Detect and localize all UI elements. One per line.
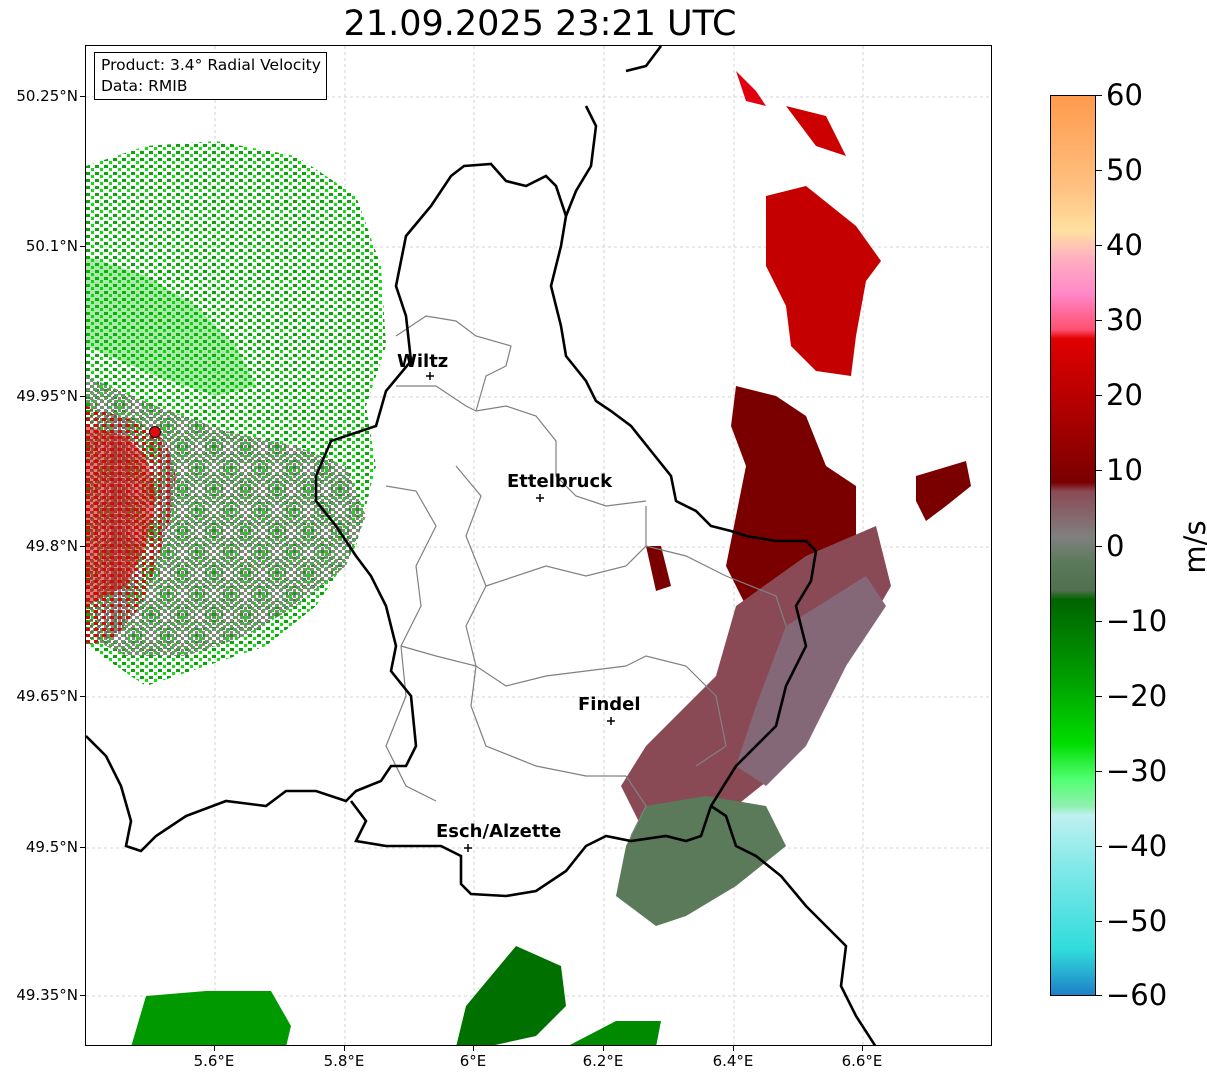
- lon-label: 6.2°E: [582, 1052, 624, 1070]
- lon-tick: [344, 1046, 345, 1051]
- colorbar-label: 50: [1106, 153, 1143, 187]
- colorbar-label: 30: [1106, 303, 1143, 337]
- lat-tick: [80, 246, 85, 247]
- colorbar-label: −40: [1106, 829, 1168, 863]
- colorbar-label: 60: [1106, 78, 1143, 112]
- lon-tick: [862, 1046, 863, 1051]
- colorbar-label: 0: [1106, 529, 1125, 563]
- city-label-esch: Esch/Alzette: [436, 821, 562, 842]
- lat-tick: [80, 396, 85, 397]
- velocity-colorbar: [1050, 95, 1096, 996]
- colorbar-label: −60: [1106, 978, 1168, 1012]
- colorbar-tick: [1096, 320, 1102, 321]
- lat-label: 49.95°N: [16, 387, 78, 405]
- colorbar-label: −10: [1106, 604, 1168, 638]
- lon-tick: [214, 1046, 215, 1051]
- radar-map-canvas: [86, 46, 991, 1045]
- lat-label: 50.25°N: [16, 87, 78, 105]
- colorbar-label: −30: [1106, 754, 1168, 788]
- colorbar-label: 20: [1106, 378, 1143, 412]
- colorbar-tick: [1096, 771, 1102, 772]
- colorbar-label: −20: [1106, 679, 1168, 713]
- lon-label: 6.4°E: [712, 1052, 754, 1070]
- lat-tick: [80, 995, 85, 996]
- colorbar-label: 10: [1106, 453, 1143, 487]
- map-title: 21.09.2025 23:21 UTC: [343, 4, 737, 44]
- lat-tick: [80, 96, 85, 97]
- city-label-ettelbruck: Ettelbruck: [507, 471, 613, 492]
- colorbar-tick: [1096, 95, 1102, 96]
- canton-boundaries: [385, 315, 787, 837]
- colorbar-tick: [1096, 921, 1102, 922]
- lon-tick: [603, 1046, 604, 1051]
- lon-label: 5.8°E: [323, 1052, 365, 1070]
- radar-echo-south: [131, 946, 661, 1045]
- colorbar-unit: m/s: [1178, 520, 1207, 574]
- colorbar-tick: [1096, 696, 1102, 697]
- lat-tick: [80, 546, 85, 547]
- colorbar-tick: [1096, 170, 1102, 171]
- country-borders: [86, 46, 877, 1045]
- colorbar-tick: [1096, 245, 1102, 246]
- lat-label: 49.65°N: [16, 687, 78, 705]
- colorbar-tick: [1096, 995, 1102, 996]
- lon-label: 6.6°E: [841, 1052, 883, 1070]
- lat-label: 49.5°N: [25, 838, 78, 856]
- colorbar-tick: [1096, 546, 1102, 547]
- colorbar-tick: [1096, 621, 1102, 622]
- data-source-line: Data: RMIB: [101, 77, 188, 95]
- product-info-box: Product: 3.4° Radial Velocity Data: RMIB: [94, 52, 327, 100]
- city-label-findel: Findel: [578, 694, 641, 715]
- lat-tick: [80, 847, 85, 848]
- lat-label: 49.8°N: [25, 537, 78, 555]
- colorbar-label: −50: [1106, 904, 1168, 938]
- radar-echo-east: [616, 71, 971, 926]
- radar-echo-west: [86, 141, 386, 686]
- colorbar-label: 40: [1106, 228, 1143, 262]
- colorbar-tick: [1096, 395, 1102, 396]
- colorbar-tick: [1096, 846, 1102, 847]
- lon-label: 6°E: [459, 1052, 487, 1070]
- lat-tick: [80, 696, 85, 697]
- lat-label: 49.35°N: [16, 986, 78, 1004]
- city-label-wiltz: Wiltz: [397, 351, 449, 372]
- city-markers: [426, 372, 615, 852]
- lon-tick: [473, 1046, 474, 1051]
- lon-tick: [733, 1046, 734, 1051]
- lon-label: 5.6°E: [193, 1052, 235, 1070]
- lat-label: 50.1°N: [25, 237, 78, 255]
- colorbar-tick: [1096, 470, 1102, 471]
- radar-map[interactable]: [85, 45, 992, 1046]
- product-line: Product: 3.4° Radial Velocity: [101, 56, 321, 74]
